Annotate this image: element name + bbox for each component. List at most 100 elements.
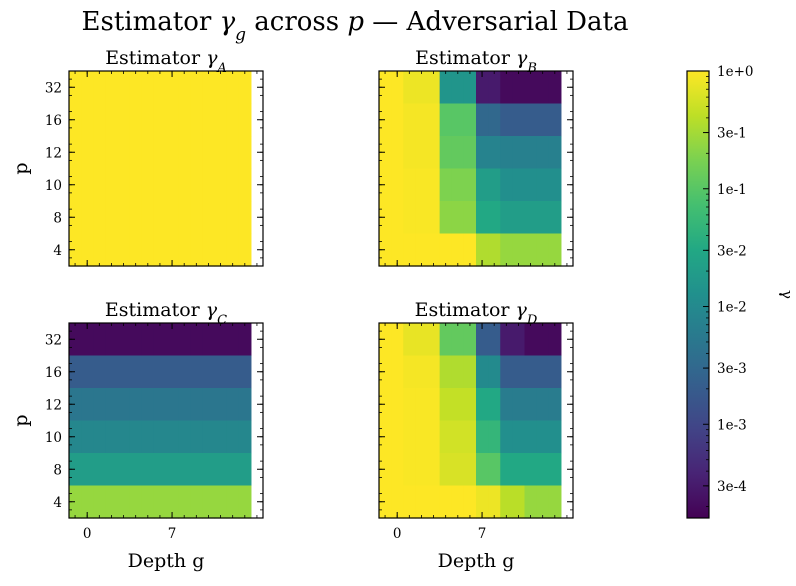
heatmap-cell <box>379 168 392 202</box>
heatmap-cell <box>190 233 203 267</box>
heatmap-panel-d <box>378 322 574 519</box>
heatmap-cell <box>238 71 252 105</box>
heatmap-cell <box>476 233 489 267</box>
heatmap-cell <box>226 201 240 235</box>
heatmap-cell <box>391 355 404 389</box>
heatmap-cell <box>451 201 465 235</box>
heatmap-cell <box>141 355 155 389</box>
heatmap-cell <box>105 388 119 422</box>
heatmap-cell <box>178 71 191 105</box>
y-tick-label: 16 <box>45 365 62 381</box>
y-axis-label: p <box>10 162 32 174</box>
heatmap-cell <box>105 485 119 519</box>
heatmap-cell <box>69 201 82 235</box>
heatmap-cell <box>463 233 477 267</box>
heatmap-cell <box>536 420 550 454</box>
heatmap-cell <box>117 323 131 357</box>
heatmap-cell <box>403 355 416 389</box>
heatmap-cell <box>512 453 526 487</box>
heatmap-cell <box>548 323 562 357</box>
heatmap-cell <box>117 201 131 235</box>
heatmap-cell <box>69 453 82 487</box>
heatmap-cell <box>379 355 392 389</box>
heatmap-cell <box>463 388 477 422</box>
y-tick-label: 32 <box>45 332 62 348</box>
heatmap-cell <box>391 201 404 235</box>
heatmap-cell <box>379 103 392 137</box>
colorbar-tick-label: 3e-1 <box>717 126 747 142</box>
heatmap-cell <box>166 168 179 202</box>
heatmap-cell <box>403 485 416 519</box>
heatmap-cell <box>548 71 562 105</box>
heatmap-cell <box>202 168 216 202</box>
heatmap-cell <box>166 420 179 454</box>
heatmap-cell <box>81 168 94 202</box>
heatmap-cell <box>379 485 392 519</box>
heatmap-cell <box>214 71 228 105</box>
heatmap-cell <box>105 323 119 357</box>
heatmap-cell <box>415 103 429 137</box>
heatmap-cell <box>403 136 416 170</box>
panel-title-a: Estimator γA <box>105 47 227 76</box>
heatmap-cell <box>512 201 526 235</box>
heatmap-cell <box>166 103 179 137</box>
heatmap-cell <box>178 136 191 170</box>
heatmap-cell <box>81 103 94 137</box>
heatmap-cell <box>105 103 119 137</box>
heatmap-cell <box>202 233 216 267</box>
heatmap-cell <box>512 168 526 202</box>
heatmap-cell <box>226 453 240 487</box>
heatmap-cell <box>93 420 106 454</box>
heatmap-cell <box>93 136 106 170</box>
heatmap-cell <box>153 233 167 267</box>
heatmap-cell <box>427 136 441 170</box>
heatmap-cell <box>403 103 416 137</box>
heatmap-cell <box>427 420 441 454</box>
heatmap-cell <box>391 420 404 454</box>
heatmap-cell <box>226 103 240 137</box>
heatmap-cell <box>105 233 119 267</box>
heatmap-cell <box>415 485 429 519</box>
heatmap-cell <box>512 136 526 170</box>
heatmap-cell <box>512 233 526 267</box>
colorbar-tick-label: 1e-3 <box>717 417 747 433</box>
heatmap-cell <box>512 323 526 357</box>
heatmap-cell <box>117 103 131 137</box>
heatmap-panel-c <box>68 322 264 519</box>
heatmap-cell <box>141 201 155 235</box>
heatmap-cell <box>500 201 513 235</box>
heatmap-cell <box>427 103 441 137</box>
heatmap-cell <box>379 388 392 422</box>
heatmap-cell <box>81 136 94 170</box>
heatmap-cell <box>476 201 489 235</box>
heatmap-cell <box>379 453 392 487</box>
heatmap-cell <box>214 201 228 235</box>
heatmap-cell <box>166 485 179 519</box>
heatmap-cell <box>117 355 131 389</box>
heatmap-cell <box>69 103 82 137</box>
heatmap-cell <box>415 420 429 454</box>
heatmap-cell <box>524 201 538 235</box>
heatmap-cell <box>379 420 392 454</box>
heatmap-cell <box>500 103 513 137</box>
axes-frame <box>68 322 264 519</box>
heatmap-cell <box>153 453 167 487</box>
heatmap-cell <box>105 201 119 235</box>
heatmap-cell <box>488 388 501 422</box>
heatmap-cell <box>238 168 252 202</box>
heatmap-cell <box>488 485 501 519</box>
heatmap-cell <box>141 103 155 137</box>
heatmap-cell <box>463 136 477 170</box>
heatmap-cell <box>391 103 404 137</box>
heatmap-cell <box>451 71 465 105</box>
heatmap-cell <box>415 201 429 235</box>
colorbar <box>686 70 710 519</box>
heatmap-cell <box>202 388 216 422</box>
heatmap-cell <box>81 323 94 357</box>
heatmap-cell <box>153 168 167 202</box>
heatmap-cell <box>166 388 179 422</box>
heatmap-cell <box>548 485 562 519</box>
heatmap-cell <box>226 388 240 422</box>
y-axis-label: p <box>10 414 32 426</box>
heatmap-cell <box>488 355 501 389</box>
